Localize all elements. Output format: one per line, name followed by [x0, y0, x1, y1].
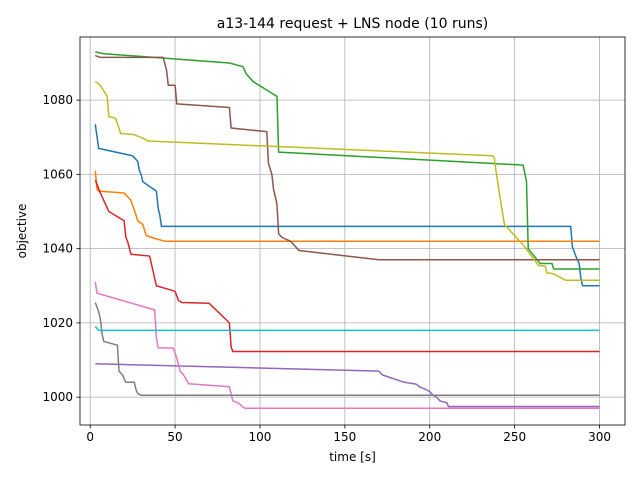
series-line-2: [94, 170, 600, 242]
series-line-3: [95, 51, 600, 270]
grid: [80, 37, 625, 425]
series-line-7: [94, 281, 600, 410]
x-tick-label: 200: [418, 430, 441, 444]
x-tick-label: 100: [249, 430, 272, 444]
series-line-1: [94, 124, 600, 287]
plot-frame: [79, 36, 626, 426]
series-line-6: [95, 54, 600, 261]
series-line-9: [94, 80, 600, 281]
x-tick-label: 150: [333, 430, 356, 444]
y-tick-label: 1000: [42, 390, 73, 404]
x-tick-label: 250: [503, 430, 526, 444]
y-tick-label: 1060: [42, 167, 73, 181]
x-axis-label: time [s]: [329, 450, 376, 464]
series-line-10: [94, 326, 600, 332]
x-tick-label: 0: [86, 430, 94, 444]
series-line-5: [95, 362, 600, 408]
ticks: 0 50 100 150 200 250 300 1000 1020 1040 1060 1080: [42, 93, 611, 444]
y-axis-label: objective: [15, 204, 29, 259]
y-tick-label: 1080: [42, 93, 73, 107]
x-tick-label: 50: [167, 430, 182, 444]
series-line-8: [94, 302, 600, 397]
y-tick-label: 1040: [42, 242, 73, 256]
series-layer: [94, 51, 600, 410]
y-tick-label: 1020: [42, 316, 73, 330]
x-tick-label: 300: [588, 430, 611, 444]
chart-title: a13-144 request + LNS node (10 runs): [217, 16, 488, 32]
